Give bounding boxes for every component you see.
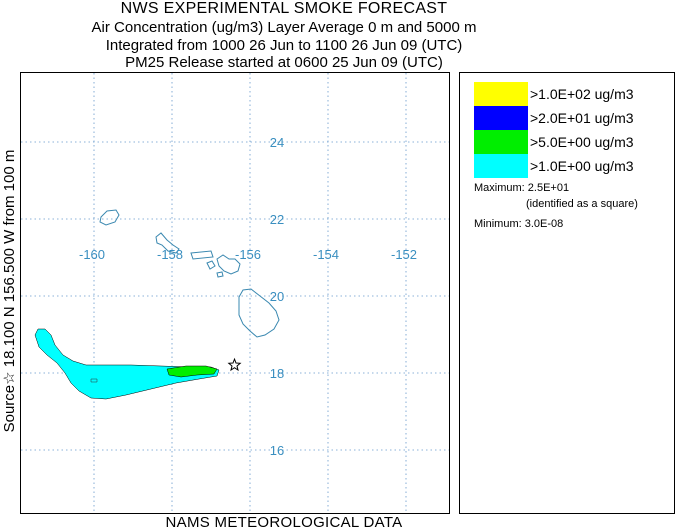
legend-swatch-cyan: [474, 154, 528, 178]
legend-swatch-yellow: [474, 82, 528, 106]
latitude-label: 18: [270, 366, 284, 381]
integration-period: Integrated from 1000 26 Jun to 1100 26 J…: [105, 37, 463, 54]
star-icon: [227, 357, 242, 372]
legend-label: >1.0E+02 ug/m3: [530, 86, 634, 102]
maximum-note: (identified as a square): [526, 198, 638, 210]
smoke-plume: [34, 328, 220, 400]
forecast-title: NWS EXPERIMENTAL SMOKE FORECAST: [120, 0, 448, 17]
latitude-label: 20: [270, 289, 284, 304]
latitude-label: 16: [270, 443, 284, 458]
longitude-label: -156: [235, 247, 261, 262]
legend-label: >1.0E+00 ug/m3: [530, 158, 634, 174]
plume-mid-spot: [90, 378, 98, 383]
latitude-label: 22: [270, 212, 284, 227]
island-maui: [216, 254, 241, 275]
minimum-value: Minimum: 3.0E-08: [474, 218, 564, 230]
graticule-labels: -160 -158 -156 -154 -152 24 22 20 18 16: [79, 135, 417, 458]
legend-entry: >1.0E+00 ug/m3: [474, 154, 634, 178]
source-location-label: Source☆ 18.100 N 156.500 W from 100 m: [1, 149, 18, 433]
legend-swatch-blue: [474, 106, 528, 130]
legend-entry: >1.0E+02 ug/m3: [474, 82, 634, 106]
release-info: PM25 Release started at 0600 25 Jun 09 (…: [125, 54, 443, 71]
island-kauai: [99, 209, 120, 226]
data-source-footer: NAMS METEOROLOGICAL DATA: [165, 514, 403, 531]
island-molokai: [190, 250, 214, 260]
latitude-label: 24: [270, 135, 284, 150]
legend-panel: >1.0E+02 ug/m3 >2.0E+01 ug/m3 >5.0E+00 u…: [459, 72, 675, 514]
island-oahu: [155, 232, 180, 254]
map-canvas: -160 -158 -156 -154 -152 24 22 20 18 16: [21, 73, 449, 513]
island-lanai: [206, 260, 216, 270]
graticule: [21, 73, 449, 513]
legend-entry: >2.0E+01 ug/m3: [474, 106, 634, 130]
island-hawaii: [238, 288, 280, 338]
legend-label: >2.0E+01 ug/m3: [530, 110, 634, 126]
plume-low-concentration: [34, 328, 220, 400]
map-panel: -160 -158 -156 -154 -152 24 22 20 18 16: [20, 72, 450, 514]
longitude-label: -152: [391, 247, 417, 262]
coastlines: [99, 209, 280, 338]
plume-mid-concentration: [166, 365, 218, 378]
longitude-label: -154: [313, 247, 339, 262]
longitude-label: -160: [79, 247, 105, 262]
legend-swatch-green: [474, 130, 528, 154]
longitude-label: -158: [157, 247, 183, 262]
legend-label: >5.0E+00 ug/m3: [530, 134, 634, 150]
concentration-subtitle: Air Concentration (ug/m3) Layer Average …: [91, 19, 477, 36]
island-kahoolawe: [216, 271, 224, 278]
legend-entry: >5.0E+00 ug/m3: [474, 130, 634, 154]
maximum-value: Maximum: 2.5E+01: [474, 182, 570, 194]
